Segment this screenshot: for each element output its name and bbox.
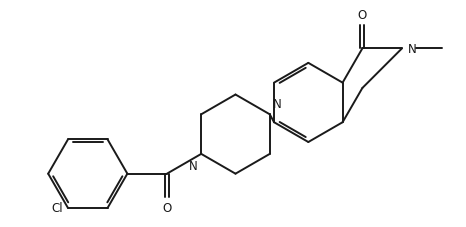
Text: N: N: [189, 159, 198, 172]
Text: O: O: [358, 9, 367, 22]
Text: Cl: Cl: [52, 202, 63, 215]
Text: N: N: [273, 97, 281, 110]
Text: N: N: [407, 43, 416, 56]
Text: O: O: [162, 201, 171, 214]
